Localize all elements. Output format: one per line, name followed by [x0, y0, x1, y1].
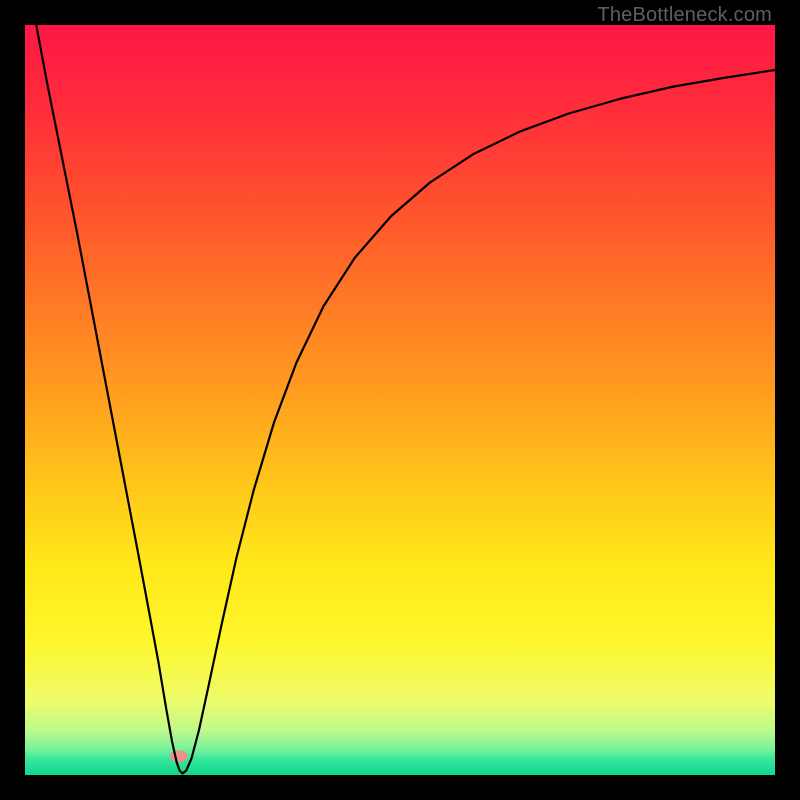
chart-frame: TheBottleneck.com — [0, 0, 800, 800]
gradient-background — [25, 25, 775, 775]
watermark-text: TheBottleneck.com — [597, 4, 772, 27]
minimum-marker — [170, 750, 188, 762]
chart-svg — [25, 25, 775, 775]
plot-area — [25, 25, 775, 775]
